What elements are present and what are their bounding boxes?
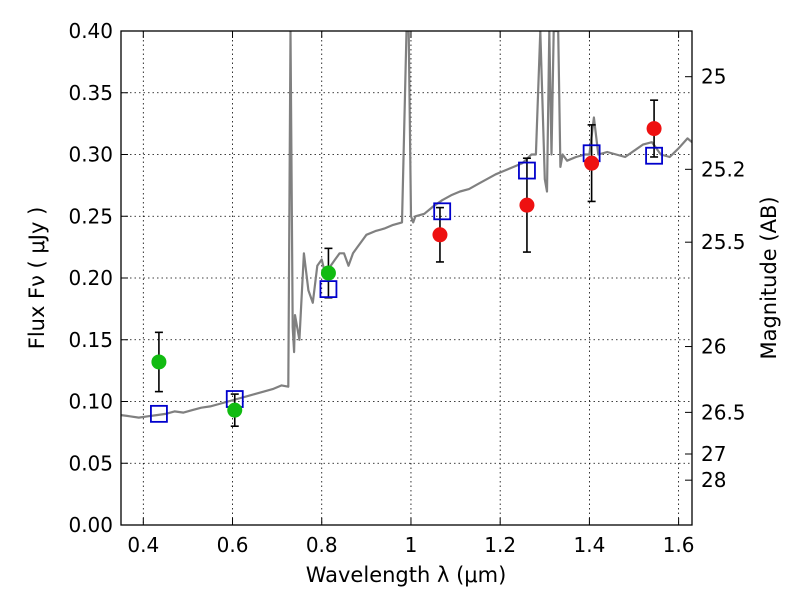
x-tick-label: 1.2: [484, 533, 516, 557]
red-point: [584, 155, 600, 171]
spectrum-line: [121, 31, 692, 419]
x-tick-label: 0.6: [217, 533, 249, 557]
y-tick-label: 0.35: [68, 81, 113, 105]
red-point: [432, 227, 448, 243]
y2-axis-title: Magnitude (AB): [757, 196, 781, 359]
model-point: [319, 280, 338, 299]
y2-tick-label: 26.5: [701, 400, 746, 424]
x-tick-label: 1: [405, 533, 418, 557]
y-tick-label: 0.20: [68, 266, 113, 290]
y-tick-label: 0.25: [68, 204, 113, 228]
grid: [121, 30, 692, 526]
red-point: [519, 197, 535, 213]
ticks: 0.4 0.6 0.8 1 1.2 1.4 1.6 0.00 0.05 0.10 0.15 0.20 0…: [68, 19, 745, 557]
green-point: [320, 265, 336, 281]
y2-tick-label: 27: [701, 442, 726, 466]
model-point: [150, 404, 168, 423]
model-point: [433, 202, 452, 221]
y-tick-label: 0.10: [68, 390, 113, 414]
y-tick-label: 0.05: [68, 451, 113, 475]
y-tick-label: 0.30: [68, 143, 113, 167]
x-tick-label: 1.4: [573, 533, 605, 557]
y2-tick-label: 25.5: [701, 230, 746, 254]
data-layer: [121, 31, 692, 428]
green-point: [227, 402, 243, 418]
model-point: [645, 146, 663, 165]
model-point: [518, 161, 536, 180]
y-tick-label: 0.40: [68, 19, 113, 43]
green-point: [151, 354, 167, 370]
y-tick-label: 0.00: [68, 513, 113, 537]
x-tick-label: 0.4: [127, 533, 159, 557]
red-point: [646, 121, 662, 137]
y-tick-label: 0.15: [68, 328, 113, 352]
y2-tick-label: 28: [701, 468, 726, 492]
x-axis-title: Wavelength λ (μm): [306, 563, 507, 587]
y2-tick-label: 25.2: [701, 157, 746, 181]
x-tick-label: 1.6: [663, 533, 695, 557]
y2-tick-label: 26: [701, 335, 726, 359]
y-axis-title: Flux Fν ( μJy ): [25, 207, 49, 350]
x-tick-label: 0.8: [306, 533, 338, 557]
y2-tick-label: 25: [701, 65, 726, 89]
